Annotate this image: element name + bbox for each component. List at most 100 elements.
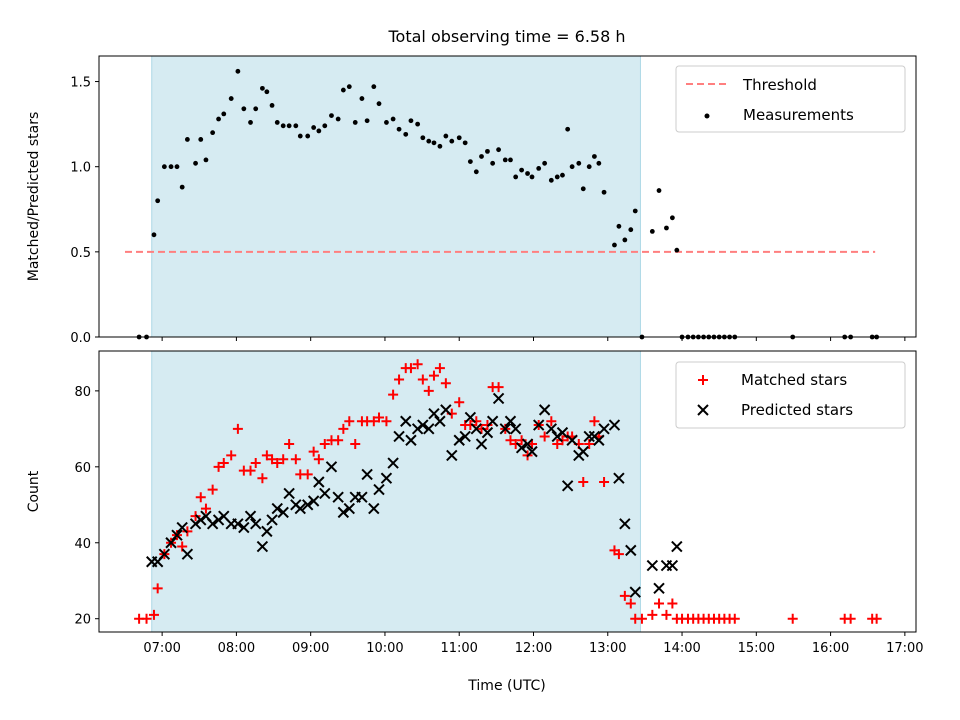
- matched-stars-point: [552, 439, 563, 450]
- top-panel: 0.0 0.5 1.0 1.5 Matched/Predicted stars Thr…: [26, 55, 917, 346]
- matched-stars-point: [599, 477, 610, 488]
- predicted-stars-point: [545, 423, 558, 435]
- matched-stars-point: [667, 598, 678, 609]
- matched-stars-point: [141, 613, 152, 624]
- predicted-stars-point: [423, 423, 435, 435]
- y-tick-label: 60: [74, 461, 91, 476]
- matched-stars-point: [338, 423, 349, 434]
- measurements-point: [569, 164, 575, 170]
- matched-stars-point: [589, 416, 600, 427]
- measurements-point: [449, 138, 455, 144]
- measurements-point: [612, 242, 617, 248]
- measurements-point: [525, 171, 530, 176]
- predicted-stars-point: [361, 468, 373, 481]
- legend-matched-swatch: [698, 375, 708, 385]
- measurements-point: [390, 116, 396, 122]
- matched-stars-point: [546, 416, 557, 427]
- predicted-stars-point: [666, 559, 679, 572]
- measurements-point: [329, 113, 334, 119]
- legend-measurements-label: Measurements: [743, 106, 854, 124]
- measurements-point: [364, 118, 370, 124]
- matched-stars-point: [625, 598, 636, 609]
- observing-window-span: [151, 55, 641, 338]
- measurements-point: [376, 101, 382, 107]
- measurements-point: [462, 140, 468, 146]
- predicted-stars-point: [325, 461, 338, 473]
- x-tick-label: 15:00: [738, 641, 775, 656]
- predicted-stars-point: [158, 548, 171, 560]
- matched-stars-point: [319, 439, 330, 450]
- top-y-axis-label: Matched/Predicted stars: [26, 112, 42, 282]
- measurements-point: [260, 85, 265, 91]
- measurements-point: [529, 174, 535, 180]
- measurements-point: [601, 189, 607, 195]
- measurements-point: [565, 126, 571, 132]
- predicted-stars-point: [368, 502, 380, 515]
- y-tick-label: 80: [74, 385, 91, 400]
- predicted-stars-point: [380, 472, 393, 484]
- predicted-stars-point: [526, 445, 538, 458]
- predicted-stars-point: [294, 502, 306, 515]
- matched-stars-point: [302, 469, 313, 480]
- measurements-point: [548, 177, 554, 183]
- matched-stars-point: [218, 458, 229, 469]
- x-tick-label: 13:00: [589, 641, 626, 656]
- measurements-point: [669, 215, 675, 221]
- measurements-point: [554, 174, 560, 180]
- matched-stars-point: [278, 454, 289, 465]
- predicted-stars-point: [629, 586, 641, 598]
- bottom-y-axis-label: Count: [26, 470, 42, 512]
- measurements-point: [408, 118, 414, 124]
- x-tick-label: 16:00: [812, 641, 849, 656]
- predicted-stars-point: [671, 540, 683, 553]
- predicted-stars-point: [373, 483, 385, 496]
- measurements-point: [340, 87, 346, 93]
- measurements-point: [198, 137, 204, 142]
- predicted-stars-point: [515, 442, 528, 454]
- measurements-point: [168, 164, 174, 170]
- measurements-point: [269, 102, 275, 108]
- predicted-stars-point: [405, 434, 417, 446]
- matched-stars-point: [440, 378, 451, 389]
- matched-stars-point: [661, 609, 672, 620]
- measurements-point: [664, 225, 669, 231]
- measurements-point: [596, 160, 602, 166]
- measurements-point: [359, 96, 365, 101]
- measurements-point: [586, 164, 592, 170]
- measurements-point: [193, 160, 198, 166]
- x-tick-label: 11:00: [440, 641, 477, 656]
- measurements-point: [396, 126, 402, 132]
- predicted-stars-point: [238, 521, 250, 534]
- legend-threshold-label: Threshold: [742, 76, 817, 94]
- measurements-point: [346, 84, 352, 90]
- measurements-point: [264, 89, 270, 95]
- predicted-stars-point: [319, 487, 331, 500]
- predicted-stars-point: [266, 514, 278, 526]
- measurements-point: [632, 208, 638, 214]
- observing-window-span: [151, 350, 641, 633]
- bottom-legend-box: [675, 361, 906, 429]
- matched-stars-point: [539, 431, 550, 442]
- matched-stars-point: [636, 613, 647, 624]
- measurements-point: [473, 169, 479, 175]
- predicted-stars-point: [556, 426, 569, 439]
- x-tick-label: 08:00: [218, 641, 255, 656]
- measurements-point: [297, 133, 303, 139]
- legend-predicted-swatch: [697, 404, 709, 416]
- measurements-point: [203, 157, 209, 163]
- measurements-point: [274, 120, 280, 125]
- matched-stars-point: [428, 370, 439, 381]
- matched-stars-point: [374, 412, 385, 423]
- matched-stars-point: [148, 609, 159, 620]
- matched-stars-point: [417, 374, 428, 385]
- predicted-stars-point: [428, 407, 440, 420]
- measurements-point: [286, 123, 292, 129]
- measurements-point: [490, 160, 496, 166]
- measurements-point: [616, 223, 622, 229]
- x-tick-label: 17:00: [886, 641, 923, 656]
- x-tick-label: 07:00: [143, 641, 180, 656]
- legend-matched-label: Matched stars: [741, 371, 847, 389]
- predicted-stars-point: [653, 582, 665, 595]
- predicted-stars-point: [509, 423, 522, 435]
- measurements-point: [316, 128, 322, 134]
